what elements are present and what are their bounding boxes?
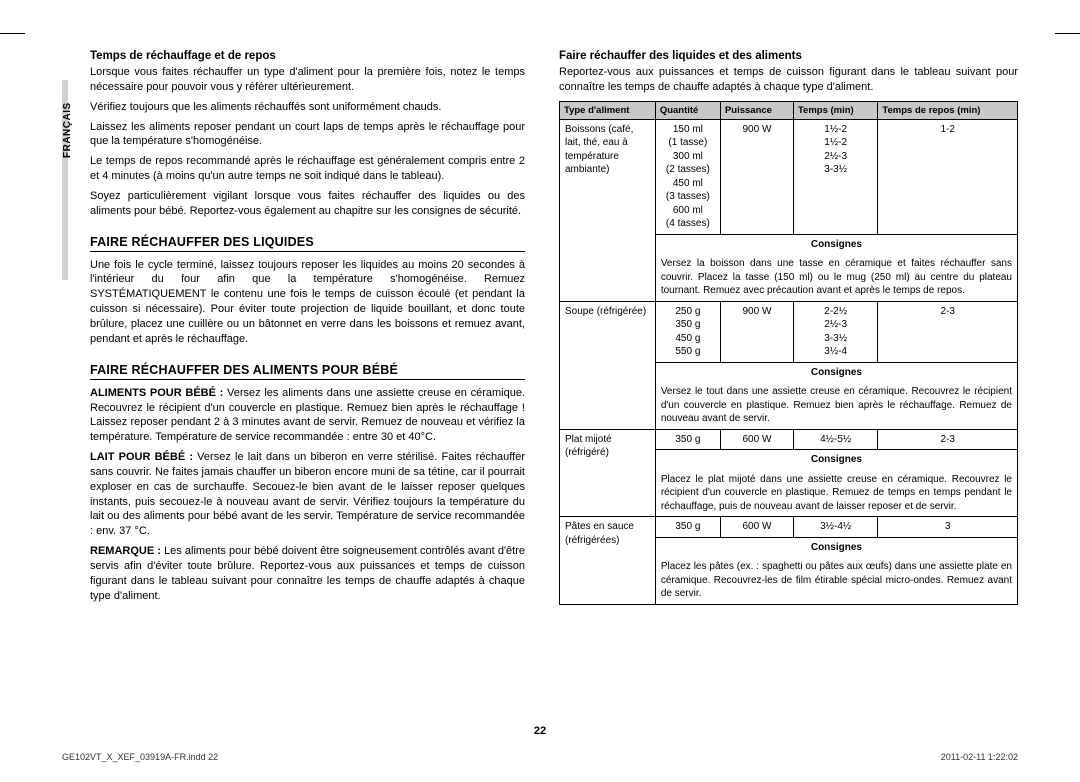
text: Versez le lait dans un biberon en verre … bbox=[90, 451, 525, 537]
page-number: 22 bbox=[534, 725, 546, 737]
cell-rest: 3 bbox=[878, 517, 1018, 538]
label-baby-milk: LAIT POUR BÉBÉ : bbox=[90, 451, 193, 463]
th-food-type: Type d'aliment bbox=[560, 101, 656, 119]
two-column-layout: Temps de réchauffage et de repos Lorsque… bbox=[90, 50, 1018, 608]
th-power: Puissance bbox=[720, 101, 793, 119]
th-time: Temps (min) bbox=[793, 101, 877, 119]
cell-consignes-text: Versez le tout dans une assiette creuse … bbox=[655, 382, 1017, 429]
paragraph: Une fois le cycle terminé, laissez toujo… bbox=[90, 258, 525, 347]
paragraph-remark: REMARQUE : Les aliments pour bébé doiven… bbox=[90, 544, 525, 603]
heading-baby-food: FAIRE RÉCHAUFFER DES ALIMENTS POUR BÉBÉ bbox=[90, 363, 525, 380]
footer-timestamp: 2011-02-11 1:22:02 bbox=[941, 752, 1018, 762]
heading-reheat-rest: Temps de réchauffage et de repos bbox=[90, 50, 525, 62]
left-column: Temps de réchauffage et de repos Lorsque… bbox=[90, 50, 525, 608]
cell-consignes-label: Consignes bbox=[655, 362, 1017, 382]
cell-qty: 250 g 350 g 450 g 550 g bbox=[655, 301, 720, 362]
cell-food: Pâtes en sauce (réfrigérées) bbox=[560, 517, 656, 605]
cell-rest: 2-3 bbox=[878, 301, 1018, 362]
cell-qty: 350 g bbox=[655, 429, 720, 450]
label-remark: REMARQUE : bbox=[90, 545, 161, 557]
cell-qty: 350 g bbox=[655, 517, 720, 538]
cell-consignes-text: Versez la boisson dans une tasse en céra… bbox=[655, 254, 1017, 301]
cell-power: 600 W bbox=[720, 517, 793, 538]
cell-time: 2-2½ 2½-3 3-3½ 3½-4 bbox=[793, 301, 877, 362]
cell-consignes-text: Placez le plat mijoté dans une assiette … bbox=[655, 470, 1017, 517]
cell-time: 3½-4½ bbox=[793, 517, 877, 538]
cell-power: 900 W bbox=[720, 119, 793, 234]
cell-food: Soupe (réfrigérée) bbox=[560, 301, 656, 429]
paragraph: Vérifiez toujours que les aliments récha… bbox=[90, 100, 525, 115]
cell-food: Plat mijoté (réfrigéré) bbox=[560, 429, 656, 517]
cell-time: 1½-2 1½-2 2½-3 3-3½ bbox=[793, 119, 877, 234]
language-tab: FRANÇAIS bbox=[62, 102, 73, 158]
heading-reheat-liquids: FAIRE RÉCHAUFFER DES LIQUIDES bbox=[90, 235, 525, 252]
footer-file-info: GE102VT_X_XEF_03919A-FR.indd 22 bbox=[62, 752, 218, 762]
cell-consignes-text: Placez les pâtes (ex. : spaghetti ou pât… bbox=[655, 557, 1017, 604]
reheat-table: Type d'aliment Quantité Puissance Temps … bbox=[559, 101, 1018, 605]
cell-time: 4½-5½ bbox=[793, 429, 877, 450]
paragraph-baby-food: ALIMENTS POUR BÉBÉ : Versez les aliments… bbox=[90, 386, 525, 445]
cell-power: 900 W bbox=[720, 301, 793, 362]
paragraph: Laissez les aliments reposer pendant un … bbox=[90, 120, 525, 150]
cell-food: Boissons (café, lait, thé, eau à tempéra… bbox=[560, 119, 656, 301]
cell-rest: 1-2 bbox=[878, 119, 1018, 234]
cell-consignes-label: Consignes bbox=[655, 537, 1017, 557]
paragraph-baby-milk: LAIT POUR BÉBÉ : Versez le lait dans un … bbox=[90, 450, 525, 539]
th-quantity: Quantité bbox=[655, 101, 720, 119]
crop-mark bbox=[0, 33, 25, 34]
table-row: Plat mijoté (réfrigéré)350 g600 W4½-5½2-… bbox=[560, 429, 1018, 450]
table-header-row: Type d'aliment Quantité Puissance Temps … bbox=[560, 101, 1018, 119]
table-row: Boissons (café, lait, thé, eau à tempéra… bbox=[560, 119, 1018, 234]
table-row: Soupe (réfrigérée)250 g 350 g 450 g 550 … bbox=[560, 301, 1018, 362]
th-rest: Temps de repos (min) bbox=[878, 101, 1018, 119]
cell-consignes-label: Consignes bbox=[655, 234, 1017, 254]
label-baby-food: ALIMENTS POUR BÉBÉ : bbox=[90, 387, 223, 399]
paragraph: Soyez particulièrement vigilant lorsque … bbox=[90, 189, 525, 219]
cell-qty: 150 ml (1 tasse) 300 ml (2 tasses) 450 m… bbox=[655, 119, 720, 234]
cell-rest: 2-3 bbox=[878, 429, 1018, 450]
cell-power: 600 W bbox=[720, 429, 793, 450]
crop-mark bbox=[1055, 33, 1080, 34]
right-column: Faire réchauffer des liquides et des ali… bbox=[559, 50, 1018, 608]
cell-consignes-label: Consignes bbox=[655, 450, 1017, 470]
heading-reheat-table: Faire réchauffer des liquides et des ali… bbox=[559, 50, 1018, 62]
paragraph: Reportez-vous aux puissances et temps de… bbox=[559, 65, 1018, 95]
paragraph: Le temps de repos recommandé après le ré… bbox=[90, 154, 525, 184]
table-row: Pâtes en sauce (réfrigérées)350 g600 W3½… bbox=[560, 517, 1018, 538]
paragraph: Lorsque vous faites réchauffer un type d… bbox=[90, 65, 525, 95]
